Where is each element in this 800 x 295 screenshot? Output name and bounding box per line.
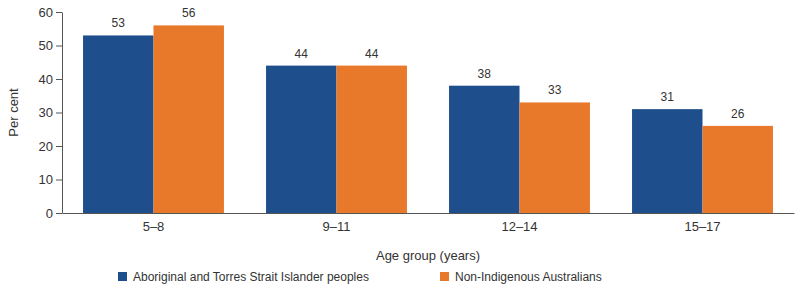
- chart: 53 44 38 31 56 44 33 26 0 10 20 30 40 50 60 5–8 9–11 12–1…: [0, 0, 800, 295]
- legend-label: Aboriginal and Torres Strait Islander pe…: [133, 270, 369, 284]
- y-tick: 60: [39, 5, 62, 20]
- y-tick-mark: [56, 213, 62, 214]
- bars: [83, 25, 773, 213]
- bar: [703, 126, 773, 213]
- x-tick: 12–14: [501, 219, 537, 234]
- y-tick-label: 20: [39, 139, 53, 154]
- legend: Aboriginal and Torres Strait Islander pe…: [118, 270, 602, 284]
- x-tick-label: 9–11: [323, 219, 351, 234]
- y-tick-label: 10: [39, 172, 53, 187]
- y-tick-label: 30: [39, 105, 53, 120]
- y-tick: 40: [39, 72, 62, 87]
- bar: [632, 109, 702, 213]
- bar: [520, 102, 590, 213]
- y-tick-label: 60: [39, 5, 53, 20]
- x-axis-title: Age group (years): [376, 248, 480, 263]
- y-tick: 30: [39, 105, 62, 120]
- data-label: 44: [365, 47, 379, 61]
- x-tick: 15–17: [684, 219, 720, 234]
- bar: [337, 66, 407, 213]
- data-label: 53: [112, 16, 126, 30]
- y-tick-mark: [56, 79, 62, 80]
- y-tick-mark: [56, 180, 62, 181]
- y-tick: 0: [46, 206, 62, 221]
- y-tick-mark: [56, 46, 62, 47]
- y-axis-title: Per cent: [6, 88, 21, 137]
- data-label: 31: [661, 90, 675, 104]
- legend-swatch: [118, 272, 127, 281]
- data-label: 38: [478, 67, 492, 81]
- y-axis: 0 10 20 30 40 50 60: [39, 5, 63, 221]
- x-axis: 5–8 9–11 12–14 15–17: [63, 214, 795, 235]
- data-labels: 53 44 38 31 56 44 33 26: [112, 6, 745, 121]
- bar: [154, 25, 224, 213]
- x-tick-label: 5–8: [143, 219, 165, 234]
- y-tick: 10: [39, 172, 62, 187]
- x-tick: 5–8: [143, 219, 165, 234]
- x-tick-label: 12–14: [501, 219, 537, 234]
- data-label: 56: [182, 6, 196, 20]
- plot: 53 44 38 31 56 44 33 26 0 10 20 30 40 50 60 5–8 9–11 12–1…: [39, 5, 795, 235]
- y-tick-mark: [56, 146, 62, 147]
- data-label: 44: [295, 47, 309, 61]
- y-tick-label: 50: [39, 38, 53, 53]
- legend-swatch: [440, 272, 449, 281]
- y-tick-mark: [56, 113, 62, 114]
- y-tick: 50: [39, 38, 62, 53]
- bar: [449, 86, 519, 213]
- y-tick-label: 40: [39, 72, 53, 87]
- x-tick-label: 15–17: [684, 219, 720, 234]
- y-tick-label: 0: [46, 206, 53, 221]
- y-tick-mark: [56, 12, 62, 13]
- bar: [266, 66, 336, 213]
- legend-item: Non-Indigenous Australians: [440, 270, 602, 284]
- y-tick: 20: [39, 139, 62, 154]
- data-label: 26: [731, 107, 745, 121]
- y-axis-line: [62, 13, 63, 214]
- x-tick: 9–11: [323, 219, 351, 234]
- bar: [83, 35, 153, 213]
- legend-label: Non-Indigenous Australians: [455, 270, 602, 284]
- legend-item: Aboriginal and Torres Strait Islander pe…: [118, 270, 369, 284]
- x-axis-line: [63, 213, 795, 214]
- data-label: 33: [548, 83, 562, 97]
